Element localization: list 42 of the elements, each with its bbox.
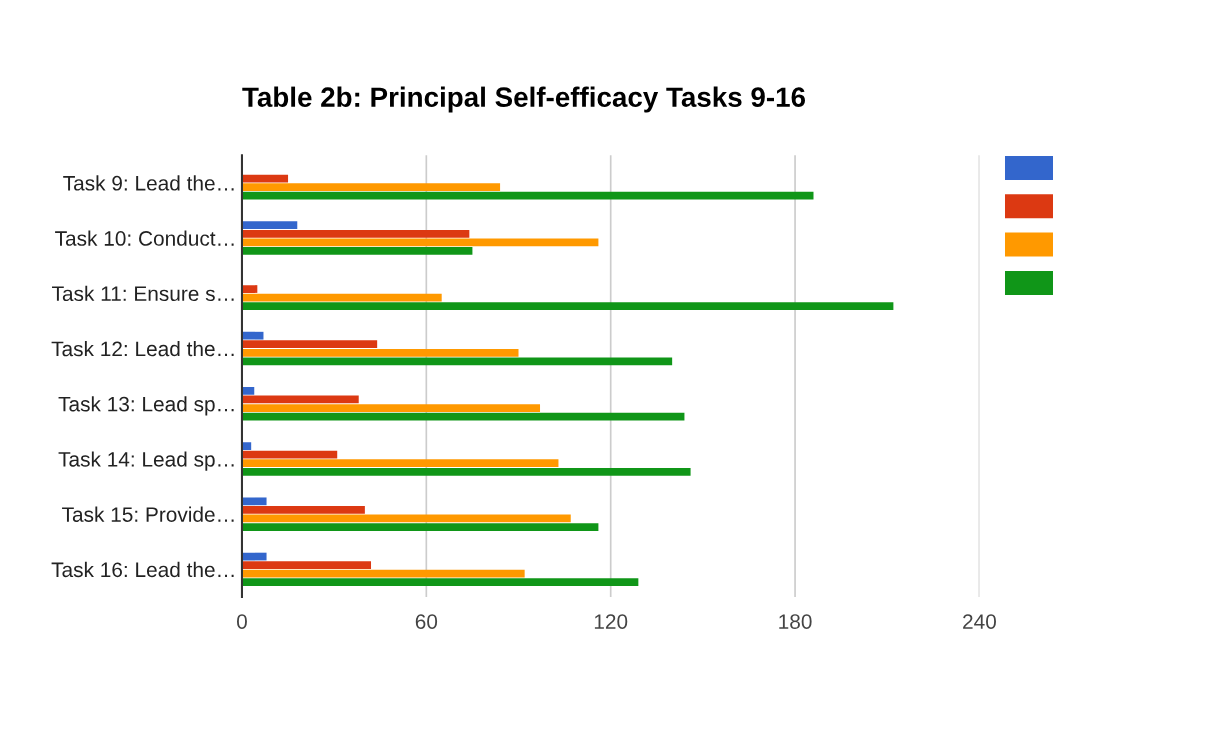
x-tick-label: 240: [963, 614, 996, 629]
bar: [241, 247, 473, 255]
bar: [241, 561, 372, 569]
bar: [241, 191, 814, 200]
y-tick-label: Task 15: Provide…: [62, 506, 234, 522]
x-tick-label: 60: [415, 614, 438, 629]
x-tick-label: 120: [594, 614, 628, 629]
bar: [241, 523, 599, 531]
bar: [241, 514, 571, 523]
bar: [241, 348, 519, 357]
bar: [241, 229, 470, 238]
bar: [241, 285, 258, 293]
y-tick-label: Task 9: Lead the…: [63, 175, 234, 191]
y-tick-label: Task 16: Lead the…: [51, 561, 234, 578]
bar: [241, 450, 338, 459]
bar: [241, 442, 252, 450]
bar: [241, 467, 691, 476]
bar: [241, 497, 267, 506]
bar: [241, 293, 442, 302]
y-tick-label: Task 11: Ensure s…: [52, 285, 234, 302]
bar: [241, 412, 685, 421]
bar: [241, 340, 378, 349]
bar: [241, 569, 525, 578]
bar: [241, 395, 359, 404]
bar: [241, 459, 559, 468]
bar: [241, 357, 673, 366]
x-tick-label: 0: [236, 614, 247, 629]
y-tick-label: Task 10: Conduct…: [55, 230, 234, 246]
y-tick-label: Task 14: Lead sp…: [58, 451, 234, 471]
bar: [241, 404, 541, 412]
bar: [241, 238, 599, 247]
chart-title: Table 2b: Principal Self-efficacy Tasks 9-16: [242, 86, 805, 113]
bar: [241, 578, 639, 587]
y-tick-label: Task 12: Lead the…: [51, 340, 234, 357]
bar: [241, 387, 255, 395]
y-tick-label: Task 13: Lead sp…: [58, 396, 234, 416]
bar: [241, 183, 501, 191]
x-tick-label: 180: [779, 614, 812, 629]
bar: [241, 331, 264, 340]
bar: [241, 302, 894, 310]
bar: [241, 221, 298, 230]
bar: [241, 506, 365, 514]
